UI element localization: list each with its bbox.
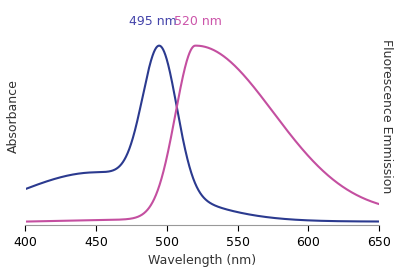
Text: 495 nm: 495 nm [129, 15, 177, 28]
X-axis label: Wavelength (nm): Wavelength (nm) [148, 254, 256, 267]
Y-axis label: Fluorescence Emmission: Fluorescence Emmission [380, 39, 393, 193]
Text: 520 nm: 520 nm [174, 15, 222, 28]
Y-axis label: Absorbance: Absorbance [7, 79, 20, 153]
